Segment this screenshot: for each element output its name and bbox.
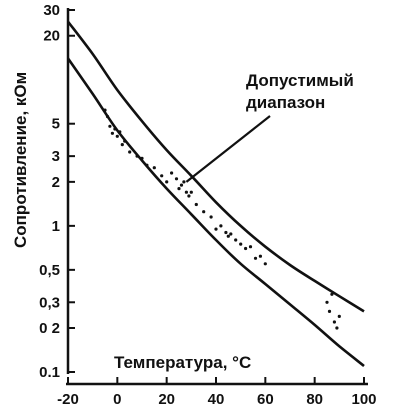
upper-bound-curve — [66, 20, 365, 313]
data-point — [128, 150, 132, 154]
data-point — [105, 114, 110, 119]
x-tick-label: -20 — [57, 391, 79, 408]
data-point — [113, 127, 117, 131]
data-point — [120, 143, 124, 147]
x-tick-label: 40 — [208, 391, 225, 408]
lower-bound-curve — [66, 57, 365, 368]
y-tick-label: 0,5 — [39, 262, 60, 279]
x-tick-label: 20 — [158, 391, 175, 408]
y-tick-label: 20 — [43, 28, 60, 45]
x-ticks: -20 0 20 40 60 80 100 — [57, 377, 377, 408]
data-point — [160, 174, 164, 178]
data-point — [194, 202, 198, 207]
data-point — [209, 215, 213, 219]
x-tick-label: 100 — [351, 391, 376, 408]
data-point — [123, 139, 127, 143]
data-point — [187, 194, 191, 198]
data-point — [140, 156, 144, 160]
x-tick-label: 0 — [113, 391, 121, 408]
y-axis-title: Сопротивление, кОм — [11, 72, 30, 248]
points-layer — [103, 108, 341, 330]
annotation-line-1: Допустимый — [246, 71, 354, 90]
data-point — [332, 320, 336, 324]
y-tick-label: 1 — [52, 218, 60, 235]
y-tick-label: 0 2 — [39, 320, 60, 337]
data-point — [182, 180, 186, 184]
y-ticks: 0.1 0 2 0,3 0,5 1 2 3 5 20 30 — [39, 2, 75, 381]
data-point — [327, 309, 332, 313]
data-point — [214, 227, 218, 231]
data-point — [110, 131, 114, 135]
data-point — [244, 246, 248, 251]
data-point — [165, 180, 169, 184]
data-point — [202, 210, 206, 214]
axes — [66, 8, 368, 386]
data-point — [325, 300, 329, 304]
y-tick-label: 0.1 — [39, 364, 60, 381]
series-layer — [66, 20, 365, 368]
data-point — [179, 183, 184, 187]
data-point — [226, 234, 230, 238]
data-point — [103, 108, 107, 112]
x-tick-label: 60 — [257, 391, 274, 408]
data-point — [135, 154, 139, 158]
data-point — [239, 242, 243, 246]
data-point — [219, 224, 223, 228]
data-point — [115, 134, 119, 138]
data-point — [330, 292, 334, 296]
data-point — [189, 190, 193, 194]
data-point — [145, 163, 149, 167]
x-axis-title: Температура, °С — [114, 353, 251, 372]
data-point — [177, 187, 181, 191]
data-point — [229, 232, 233, 236]
data-point — [224, 230, 228, 235]
y-tick-label: 3 — [52, 148, 60, 165]
data-point — [335, 326, 339, 330]
y-tick-label: 30 — [43, 2, 60, 19]
data-point — [253, 256, 258, 260]
x-tick-label: 80 — [306, 391, 323, 408]
y-tick-label: 2 — [52, 174, 60, 191]
data-point — [118, 130, 122, 134]
y-tick-label: 5 — [52, 116, 60, 133]
annotation-line-2: диапазон — [246, 93, 325, 112]
data-point — [248, 245, 253, 249]
data-point — [170, 171, 174, 175]
data-point — [108, 124, 112, 128]
annotation-allowed-range: Допустимый диапазон — [185, 71, 354, 183]
data-point — [258, 254, 262, 258]
data-point — [174, 177, 179, 181]
annotation-leader-line — [185, 115, 271, 183]
data-point — [152, 166, 156, 170]
data-point — [337, 314, 341, 318]
data-point — [263, 262, 267, 266]
data-point — [234, 238, 238, 242]
y-tick-label: 0,3 — [39, 294, 60, 311]
data-point — [184, 190, 188, 194]
